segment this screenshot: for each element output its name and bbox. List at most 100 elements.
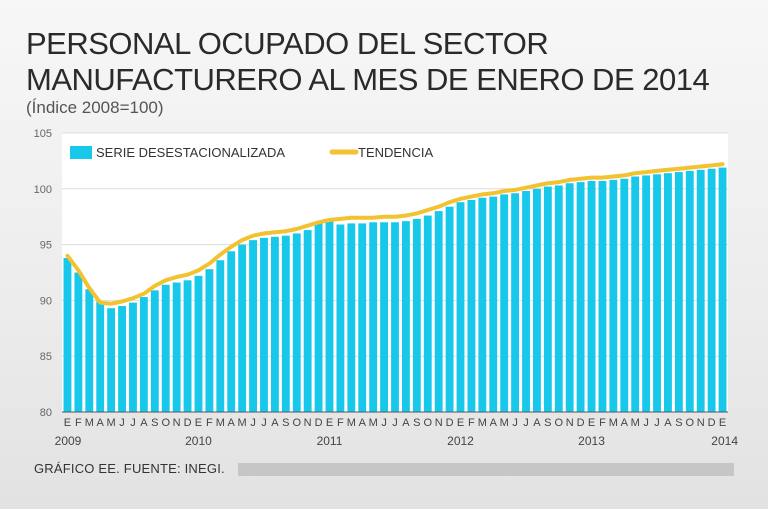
bar-21: [292, 233, 301, 412]
bar-40: [500, 194, 509, 412]
bar-4: [107, 308, 116, 412]
bar-1: [74, 272, 83, 412]
bar-46: [565, 183, 574, 412]
bar-42: [522, 191, 530, 412]
x-tick-label: S: [413, 417, 420, 429]
x-tick-label: N: [173, 417, 181, 429]
x-tick-label: E: [457, 417, 464, 429]
x-tick-label: M: [216, 417, 225, 429]
x-tick-label: E: [719, 417, 726, 429]
x-tick-label: A: [359, 417, 367, 429]
x-tick-label: A: [621, 417, 629, 429]
x-tick-label: M: [478, 417, 487, 429]
x-tick-label: A: [228, 417, 236, 429]
bar-2: [85, 289, 94, 412]
x-tick-label: M: [369, 417, 378, 429]
year-label-2009: 2009: [55, 434, 82, 448]
source-note: GRÁFICO EE. FUENTE: INEGI.: [34, 461, 225, 476]
legend-label-bars: SERIE DESESTACIONALIZADA: [96, 145, 285, 160]
bar-6: [129, 302, 137, 412]
bar-0: [63, 257, 72, 412]
x-tick-label: N: [435, 417, 443, 429]
bar-16: [238, 244, 247, 412]
x-tick-label: D: [446, 417, 454, 429]
x-tick-label: S: [544, 417, 551, 429]
title-line-1: PERSONAL OCUPADO DEL SECTOR: [26, 26, 549, 61]
bar-10: [172, 282, 181, 412]
bar-18: [260, 237, 268, 412]
bar-48: [587, 180, 596, 412]
bar-23: [314, 223, 323, 412]
y-tick-label: 95: [40, 240, 52, 252]
year-label-2010: 2010: [185, 434, 212, 448]
x-tick-label: J: [119, 417, 125, 429]
bar-28: [369, 222, 378, 412]
x-tick-label: J: [250, 417, 256, 429]
bar-11: [183, 280, 192, 412]
bar-12: [194, 275, 203, 412]
x-tick-label: A: [97, 417, 105, 429]
bar-7: [139, 297, 148, 412]
y-tick-label: 105: [34, 128, 52, 140]
x-tick-label: S: [675, 417, 682, 429]
legend-label-trend: TENDENCIA: [358, 145, 433, 160]
bar-57: [685, 170, 694, 412]
bar-15: [227, 251, 236, 412]
bar-32: [412, 218, 421, 412]
bar-8: [150, 290, 159, 412]
bar-47: [576, 182, 585, 412]
bar-22: [303, 230, 312, 412]
x-tick-label: M: [107, 417, 116, 429]
x-tick-label: E: [64, 417, 71, 429]
y-tick-label: 90: [40, 295, 52, 307]
bar-17: [249, 240, 257, 412]
bar-5: [118, 305, 126, 412]
bar-56: [674, 172, 683, 412]
year-label-2012: 2012: [447, 434, 474, 448]
x-tick-label: J: [523, 417, 529, 429]
bar-27: [358, 223, 367, 412]
bar-55: [664, 173, 672, 412]
x-tick-label: N: [304, 417, 312, 429]
x-tick-label: D: [708, 417, 716, 429]
x-tick-label: O: [686, 417, 695, 429]
bar-60: [718, 167, 727, 412]
bar-20: [281, 235, 290, 412]
trend-line: [65, 162, 725, 306]
year-label-2014: 2014: [711, 434, 738, 448]
x-tick-label: F: [468, 417, 475, 429]
chart-title: PERSONAL OCUPADO DEL SECTOR MANUFACTURER…: [26, 26, 746, 98]
y-tick-label: 85: [40, 351, 52, 363]
bar-33: [423, 215, 432, 412]
x-tick-label: J: [643, 417, 649, 429]
x-tick-label: D: [184, 417, 192, 429]
bar-53: [642, 175, 651, 412]
x-tick-label: E: [588, 417, 595, 429]
bar-39: [489, 196, 498, 412]
x-tick-label: N: [566, 417, 574, 429]
source-divider-bar: [238, 463, 734, 476]
x-tick-label: J: [654, 417, 660, 429]
x-tick-label: M: [609, 417, 618, 429]
bar-25: [336, 224, 345, 412]
y-tick-label: 100: [34, 184, 52, 196]
x-tick-label: O: [554, 417, 563, 429]
bar-34: [434, 211, 443, 412]
x-tick-label: O: [161, 417, 170, 429]
bar-38: [478, 197, 487, 412]
bar-54: [653, 174, 661, 412]
x-tick-label: E: [195, 417, 202, 429]
x-tick-label: A: [402, 417, 410, 429]
bar-36: [456, 202, 465, 412]
year-label-2013: 2013: [578, 434, 605, 448]
x-tick-label: M: [238, 417, 247, 429]
x-tick-label: A: [271, 417, 279, 429]
y-tick-label: 80: [40, 407, 52, 419]
year-label-2011: 2011: [317, 434, 343, 448]
bar-43: [533, 188, 541, 412]
x-tick-label: F: [599, 417, 606, 429]
x-tick-label: J: [392, 417, 398, 429]
title-line-2: MANUFACTURERO AL MES DE ENERO DE 2014: [26, 62, 710, 97]
bar-50: [609, 179, 618, 412]
